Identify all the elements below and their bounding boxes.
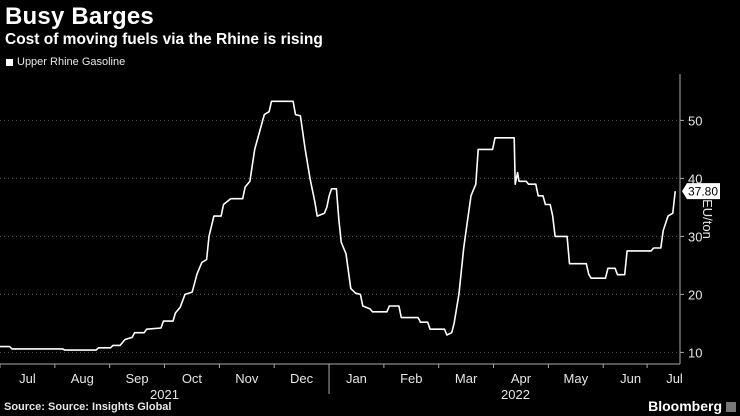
bloomberg-logo: Bloomberg [648,398,722,414]
chart-subtitle: Cost of moving fuels via the Rhine is ri… [5,31,323,48]
legend-label: Upper Rhine Gasoline [17,56,126,68]
y-tick-label: 40 [688,171,702,186]
x-year-label: 2022 [501,387,530,402]
x-tick-label: Oct [182,371,203,386]
x-tick-label: Dec [290,371,314,386]
x-tick-label: Jan [346,371,367,386]
bloomberg-mark-icon [726,402,736,412]
x-tick-label: Nov [235,371,259,386]
series-line-upper-rhine-gasoline [0,100,676,351]
x-tick-label: Jul [666,371,683,386]
x-tick-label: Mar [455,371,478,386]
last-value-box [682,183,720,200]
y-tick-label: 10 [688,345,702,360]
last-value-label: 37.80 [688,185,718,199]
x-tick-label: Jun [620,371,641,386]
chart-title: Busy Barges [5,3,154,30]
x-year-label: 2021 [150,387,179,402]
x-tick-label: Feb [400,371,422,386]
y-tick-label: 30 [688,229,702,244]
y-tick-label: 50 [688,113,702,128]
x-tick-label: Sep [126,371,149,386]
y-axis-label: EU/ton [700,199,715,239]
x-tick-label: Aug [71,371,94,386]
chart-legend: Upper Rhine Gasoline [6,56,125,68]
x-tick-label: May [564,371,589,386]
x-tick-label: Apr [511,371,532,386]
x-tick-label: Jul [19,371,36,386]
y-tick-label: 20 [688,287,702,302]
legend-swatch [6,58,13,66]
source-note: Source: Source: Insights Global [4,401,172,413]
